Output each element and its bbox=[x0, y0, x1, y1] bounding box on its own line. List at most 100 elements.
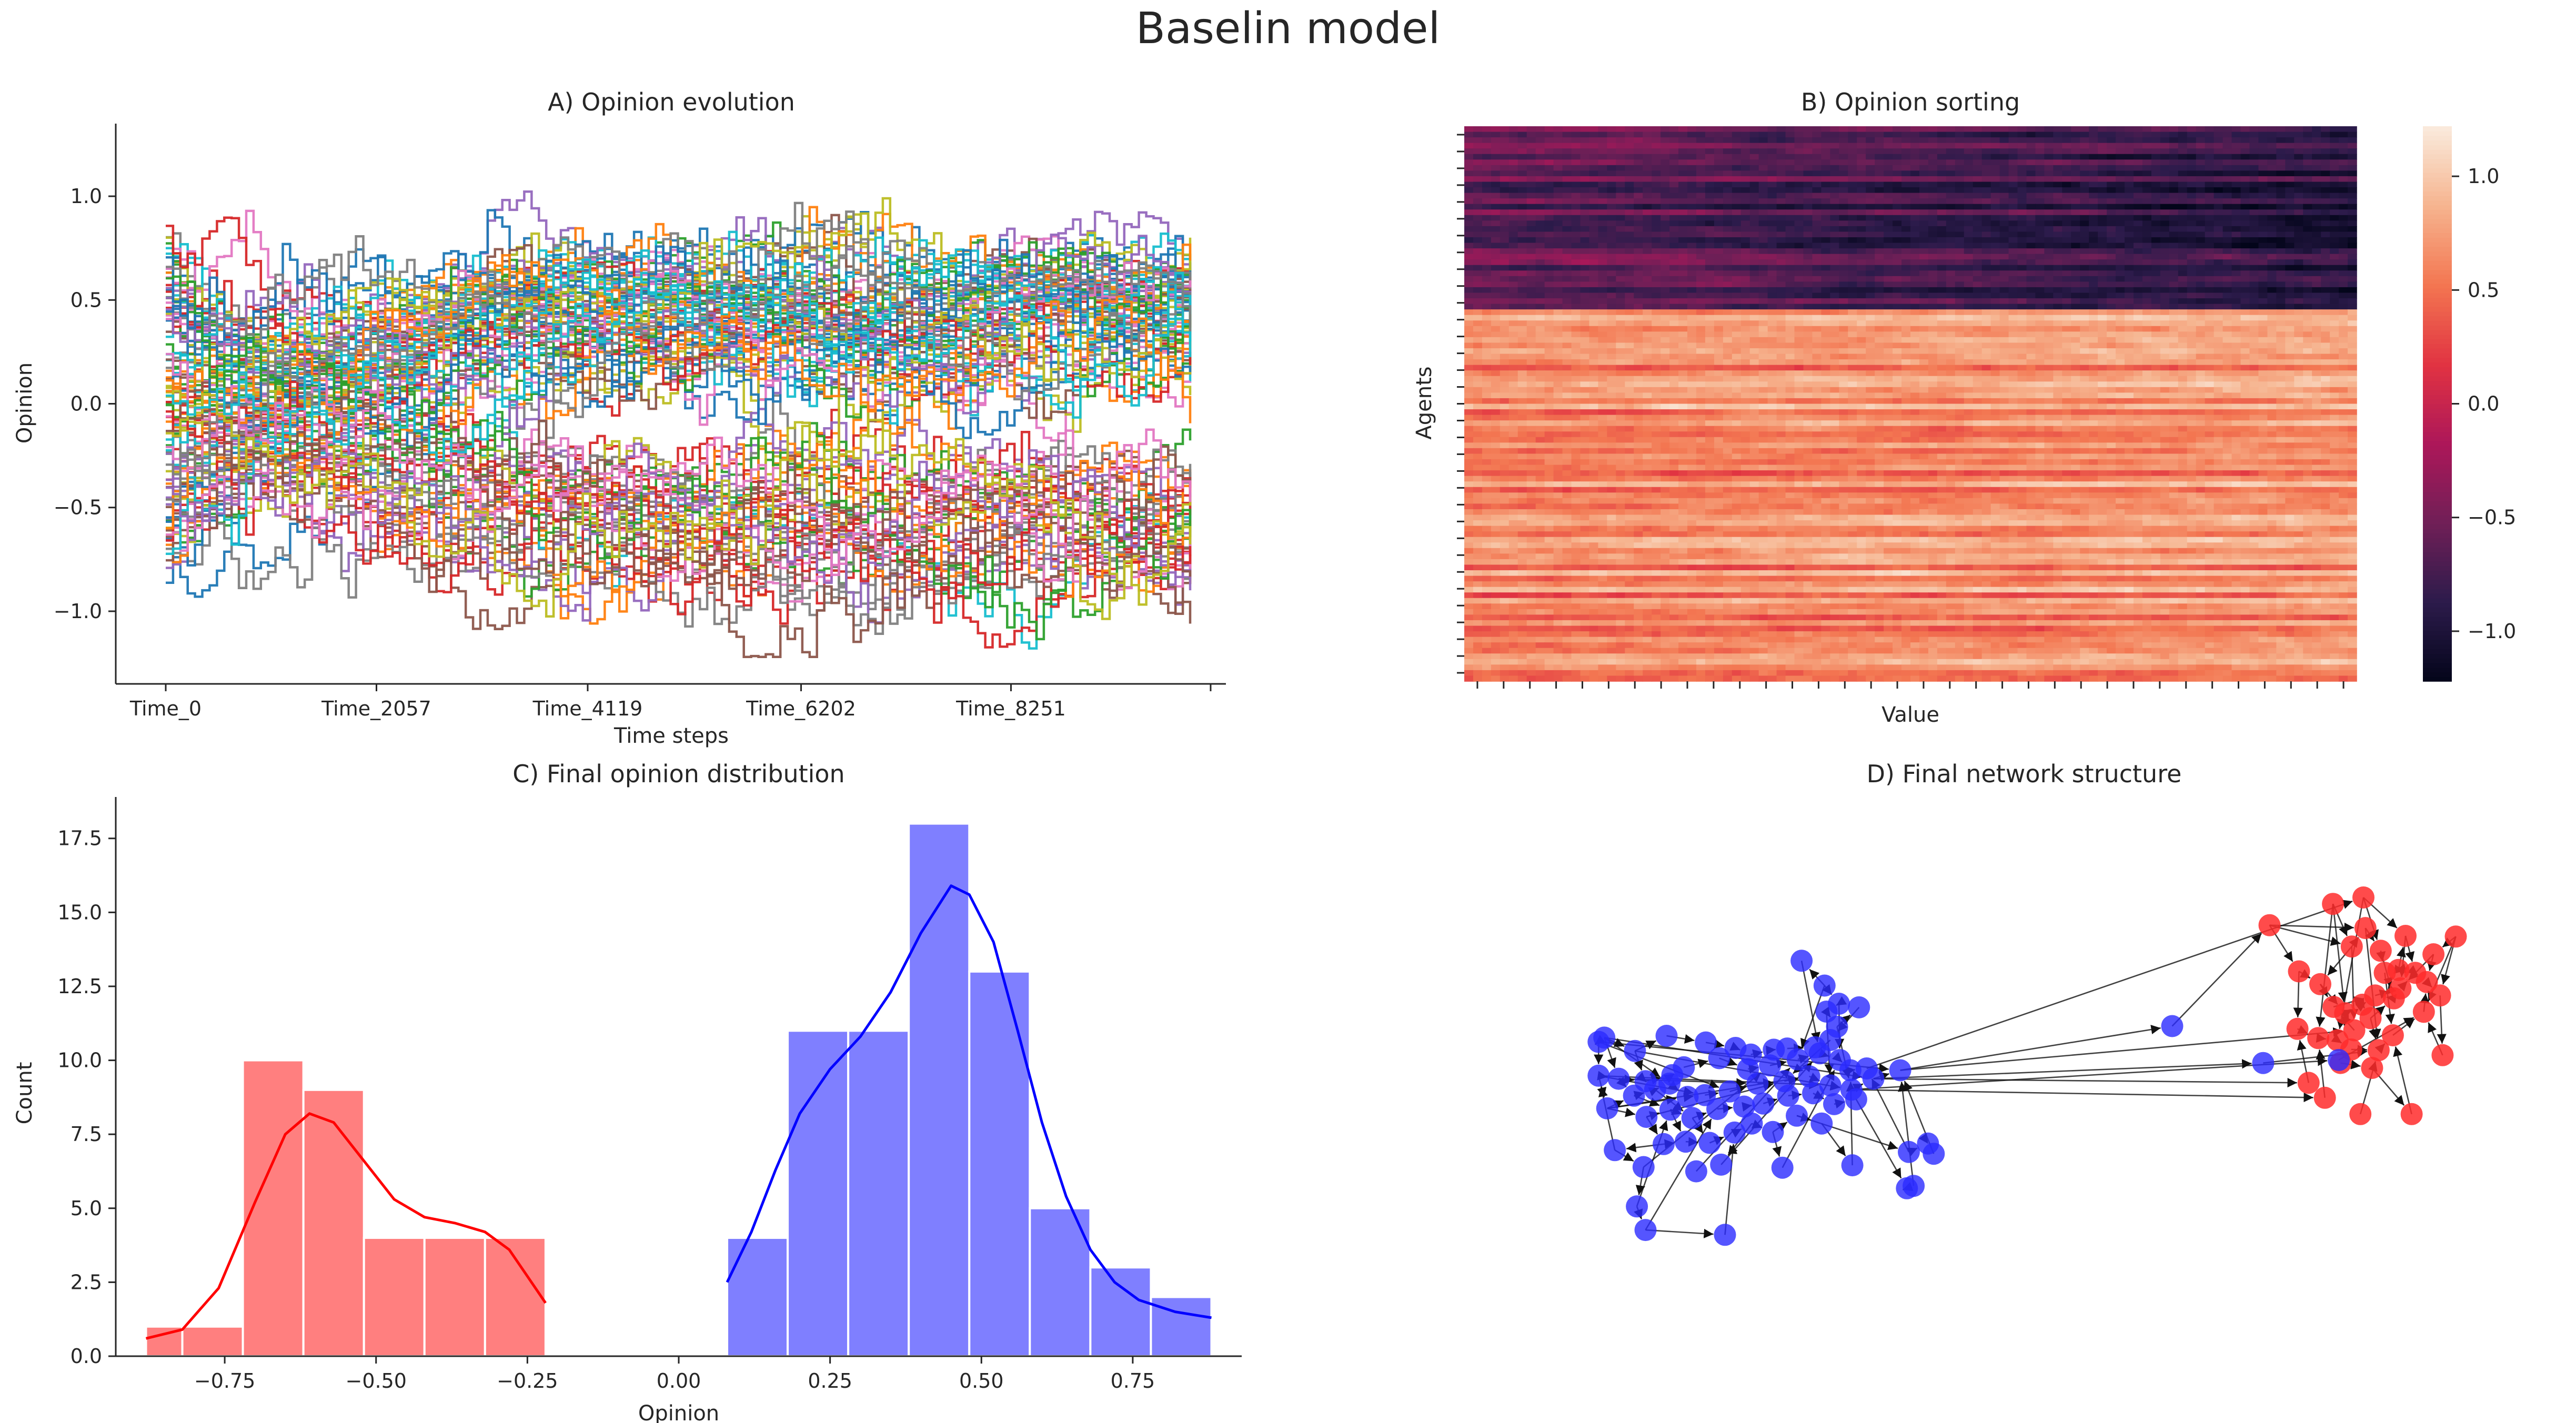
heatmap-cell bbox=[1669, 231, 1679, 238]
heatmap-cell bbox=[2213, 126, 2223, 133]
heatmap-cell bbox=[2017, 165, 2027, 171]
heatmap-cell bbox=[1687, 320, 1697, 327]
heatmap-cell bbox=[1526, 215, 1536, 221]
heatmap-cell bbox=[1999, 381, 2009, 388]
heatmap-cell bbox=[1803, 165, 1813, 171]
heatmap-cell bbox=[2142, 159, 2152, 166]
heatmap-cell bbox=[1723, 320, 1733, 327]
heatmap-cell bbox=[1616, 342, 1626, 349]
heatmap-cell bbox=[2222, 187, 2232, 194]
heatmap-cell bbox=[2213, 215, 2223, 221]
heatmap-cell bbox=[1500, 276, 1510, 282]
heatmap-cell bbox=[2312, 137, 2321, 144]
heatmap-cell bbox=[1652, 148, 1661, 155]
heatmap-cell bbox=[1678, 287, 1688, 294]
heatmap-cell bbox=[1526, 259, 1536, 266]
heatmap-cell bbox=[2044, 365, 2054, 371]
heatmap-cell bbox=[1999, 170, 2009, 177]
heatmap-cell bbox=[2258, 320, 2268, 327]
heatmap-cell bbox=[1544, 298, 1554, 305]
heatmap-cell bbox=[2098, 187, 2107, 194]
heatmap-cell bbox=[1919, 387, 1929, 393]
heatmap-cell bbox=[1981, 126, 1991, 133]
heatmap-cell bbox=[1634, 359, 1643, 366]
heatmap-cell bbox=[2125, 292, 2134, 299]
heatmap-cell bbox=[1535, 381, 1545, 388]
heatmap-cell bbox=[1687, 270, 1697, 277]
heatmap-cell bbox=[1973, 298, 1983, 305]
heatmap-cell bbox=[1749, 259, 1759, 266]
heatmap-cell bbox=[1866, 154, 1875, 160]
heatmap-cell bbox=[1839, 342, 1849, 349]
heatmap-cell bbox=[2321, 354, 2330, 360]
heatmap-cell bbox=[1732, 243, 1742, 249]
heatmap-cell bbox=[1705, 215, 1715, 221]
heatmap-cell bbox=[2187, 309, 2197, 316]
heatmap-cell bbox=[1866, 265, 1875, 271]
heatmap-cell bbox=[2285, 270, 2295, 277]
heatmap-cell bbox=[1981, 392, 1991, 399]
heatmap-cell bbox=[1580, 320, 1590, 327]
heatmap-cell bbox=[1696, 143, 1706, 149]
heatmap-cell bbox=[1910, 259, 1920, 266]
heatmap-cell bbox=[1625, 254, 1635, 260]
heatmap-cell bbox=[2125, 298, 2134, 305]
heatmap-cell bbox=[2116, 326, 2125, 332]
heatmap-cell bbox=[1723, 287, 1733, 294]
heatmap-cell bbox=[1848, 176, 1858, 183]
heatmap-cell bbox=[2080, 193, 2089, 199]
heatmap-cell bbox=[1812, 354, 1822, 360]
heatmap-cell bbox=[1517, 265, 1527, 271]
heatmap-cell bbox=[2080, 148, 2089, 155]
heatmap-cell bbox=[1643, 215, 1652, 221]
heatmap-cell bbox=[1812, 270, 1822, 277]
heatmap-cell bbox=[1696, 270, 1706, 277]
heatmap-cell bbox=[1607, 331, 1617, 338]
heatmap-cell bbox=[2348, 276, 2357, 282]
heatmap-cell bbox=[2008, 276, 2018, 282]
heatmap-cell bbox=[2053, 309, 2063, 316]
heatmap-cell bbox=[1732, 281, 1742, 288]
heatmap-cell bbox=[2116, 287, 2125, 294]
heatmap-cell bbox=[1884, 181, 1893, 188]
heatmap-cell bbox=[1705, 148, 1715, 155]
heatmap-cell bbox=[2017, 209, 2027, 216]
heatmap-cell bbox=[1857, 276, 1866, 282]
heatmap-cell bbox=[2062, 259, 2072, 266]
heatmap-cell bbox=[1544, 170, 1554, 177]
heatmap-cell bbox=[1526, 309, 1536, 316]
heatmap-cell bbox=[2008, 259, 2018, 266]
heatmap-cell bbox=[2116, 387, 2125, 393]
heatmap-cell bbox=[2213, 198, 2223, 205]
heatmap-cell bbox=[1562, 176, 1572, 183]
heatmap-cell bbox=[2240, 376, 2250, 382]
heatmap-cell bbox=[2107, 342, 2116, 349]
heatmap-cell bbox=[1866, 270, 1875, 277]
heatmap-cell bbox=[1473, 193, 1483, 199]
heatmap-cell bbox=[1526, 237, 1536, 244]
heatmap-cell bbox=[1973, 198, 1983, 205]
heatmap-cell bbox=[1535, 148, 1545, 155]
heatmap-cell bbox=[2008, 126, 2018, 133]
heatmap-cell bbox=[1821, 381, 1831, 388]
heatmap-cell bbox=[2294, 132, 2304, 138]
heatmap-cell bbox=[2267, 204, 2277, 210]
heatmap-cell bbox=[1964, 154, 1974, 160]
heatmap-cell bbox=[1652, 392, 1661, 399]
heatmap-cell bbox=[2142, 292, 2152, 299]
heatmap-cell bbox=[1652, 381, 1661, 388]
heatmap-cell bbox=[1785, 359, 1795, 366]
heatmap-cell bbox=[2312, 365, 2321, 371]
heatmap-cell bbox=[1749, 337, 1759, 344]
heatmap-cell bbox=[1946, 148, 1956, 155]
heatmap-cell bbox=[2258, 132, 2268, 138]
heatmap-cell bbox=[2276, 281, 2286, 288]
heatmap-cell bbox=[2187, 270, 2197, 277]
heatmap-cell bbox=[1705, 204, 1715, 210]
heatmap-cell bbox=[1616, 315, 1626, 321]
heatmap-cell bbox=[2249, 287, 2259, 294]
heatmap-cell bbox=[2303, 315, 2312, 321]
heatmap-cell bbox=[1714, 137, 1724, 144]
heatmap-cell bbox=[1866, 243, 1875, 249]
heatmap-cell bbox=[2312, 132, 2321, 138]
